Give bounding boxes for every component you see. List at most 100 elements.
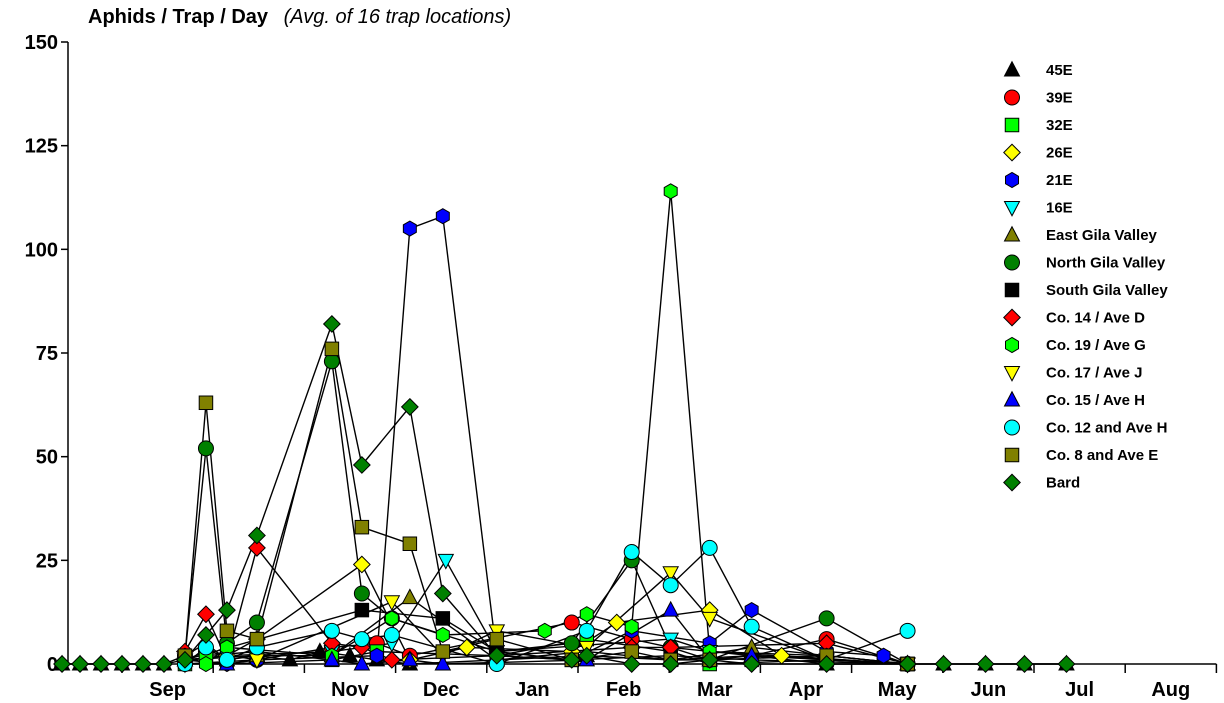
- series-14-point-5: [354, 519, 370, 535]
- y-tick-label-50: 50: [36, 447, 58, 469]
- legend-marker-0: [1003, 60, 1021, 77]
- x-tick-label-may: May: [878, 679, 918, 701]
- legend-marker-5: [1003, 201, 1021, 217]
- series-13-point-5: [353, 631, 370, 648]
- series-7-point-5: [353, 585, 370, 602]
- series-15-point-24: [976, 655, 995, 673]
- series-12-point-4: [401, 650, 419, 667]
- x-tick-label-oct: Oct: [242, 679, 276, 701]
- legend-label-11: Co. 17 / Ave J: [1046, 365, 1142, 382]
- series-13-point-10: [662, 577, 679, 594]
- series-15-point-10: [322, 315, 341, 333]
- y-tick-label-100: 100: [25, 239, 58, 261]
- series-15-point-6: [176, 650, 194, 669]
- x-tick-label-aug: Aug: [1151, 679, 1190, 701]
- series-13-point-6: [383, 626, 400, 643]
- series-4-point-4: [402, 220, 417, 237]
- y-tick-label-125: 125: [25, 136, 58, 158]
- series-15-point-7: [196, 626, 215, 644]
- series-14-point-6: [402, 536, 418, 551]
- series-13-point-12: [743, 618, 760, 635]
- series-13-point-4: [323, 622, 340, 639]
- series-14-point-2: [219, 623, 235, 639]
- series-15-point-17: [622, 655, 641, 673]
- series-14-point-3: [249, 631, 265, 647]
- series-3-point-3: [352, 555, 371, 574]
- x-tick-label-apr: Apr: [789, 679, 824, 701]
- legend-marker-12: [1003, 390, 1021, 407]
- series-15-point-0: [53, 655, 71, 673]
- legend-label-10: Co. 19 / Ave G: [1046, 337, 1146, 354]
- series-10-point-8: [624, 618, 639, 635]
- series-14-point-8: [489, 631, 505, 647]
- series-6-point-3: [401, 588, 419, 605]
- x-tick-label-nov: Nov: [331, 679, 370, 701]
- y-tick-label-0: 0: [47, 654, 58, 676]
- series-15-point-1: [71, 655, 89, 673]
- series-15-point-15: [562, 650, 581, 669]
- series-7-point-3: [248, 614, 265, 631]
- series-0-point-10: [281, 650, 299, 667]
- x-tick-label-jun: Jun: [971, 679, 1007, 701]
- legend-marker-8: [1004, 282, 1020, 298]
- x-tick-label-jul: Jul: [1065, 679, 1094, 701]
- y-tick-label-25: 25: [36, 550, 58, 572]
- series-15-point-18: [661, 655, 680, 673]
- y-tick-label-150: 150: [25, 32, 58, 54]
- series-15-point-21: [817, 655, 836, 673]
- chart-subtitle: (Avg. of 16 trap locations): [283, 6, 512, 28]
- series-8-point-1: [354, 602, 370, 618]
- series-line-6: [184, 596, 908, 665]
- legend-label-14: Co. 8 and Ave E: [1046, 447, 1158, 464]
- series-4-point-12: [876, 647, 891, 664]
- legend-label-6: East Gila Valley: [1046, 227, 1158, 244]
- series-13-point-11: [701, 539, 718, 556]
- series-15-point-25: [1015, 655, 1034, 673]
- series-15-point-19: [700, 650, 719, 669]
- series-11-point-7: [701, 611, 719, 628]
- series-line-4: [185, 215, 908, 665]
- series-0-point-12: [341, 646, 359, 663]
- series-15-point-13: [433, 584, 452, 603]
- series-3-point-7: [607, 613, 626, 632]
- legend-marker-1: [1004, 89, 1020, 106]
- series-line-7: [184, 361, 908, 665]
- series-15-point-16: [577, 646, 596, 665]
- legend-label-8: South Gila Valley: [1046, 282, 1168, 299]
- legend-label-9: Co. 14 / Ave D: [1046, 310, 1145, 327]
- series-9-point-3: [247, 538, 266, 557]
- series-10-point-6: [537, 622, 552, 639]
- series-12-point-2: [323, 650, 341, 667]
- series-4-point-10: [744, 602, 759, 619]
- series-line-10: [184, 191, 908, 665]
- series-10-point-5: [435, 626, 450, 644]
- series-15-point-4: [134, 655, 152, 673]
- series-line-14: [184, 348, 908, 665]
- series-15-point-20: [742, 655, 761, 673]
- legend-label-12: Co. 15 / Ave H: [1046, 392, 1145, 409]
- legend-label-13: Co. 12 and Ave H: [1046, 420, 1167, 437]
- series-15-point-22: [898, 655, 917, 673]
- series-7-point-1: [197, 440, 214, 457]
- series-7-point-12: [818, 610, 835, 627]
- legend-label-7: North Gila Valley: [1046, 255, 1166, 272]
- series-15-point-3: [113, 655, 131, 673]
- series-0-point-11: [311, 642, 329, 659]
- legend-marker-6: [1003, 225, 1021, 242]
- series-4-point-5: [435, 208, 450, 225]
- legend-marker-10: [1005, 336, 1019, 354]
- series-15-point-23: [934, 655, 953, 673]
- series-14-point-4: [324, 341, 340, 357]
- x-tick-label-feb: Feb: [606, 679, 642, 701]
- series-8-point-2: [435, 611, 451, 626]
- legend-marker-4: [1005, 171, 1019, 189]
- chart-title-block: Aphids / Trap / Day (Avg. of 16 trap loc…: [88, 6, 511, 29]
- series-14-point-7: [435, 644, 451, 659]
- legend-marker-13: [1004, 419, 1020, 436]
- series-12-point-5: [434, 654, 452, 671]
- series-15-point-8: [217, 601, 236, 620]
- series-4-point-3: [369, 647, 384, 664]
- series-15-point-2: [92, 655, 110, 673]
- x-tick-label-sep: Sep: [149, 679, 186, 701]
- series-9-point-6: [382, 650, 401, 669]
